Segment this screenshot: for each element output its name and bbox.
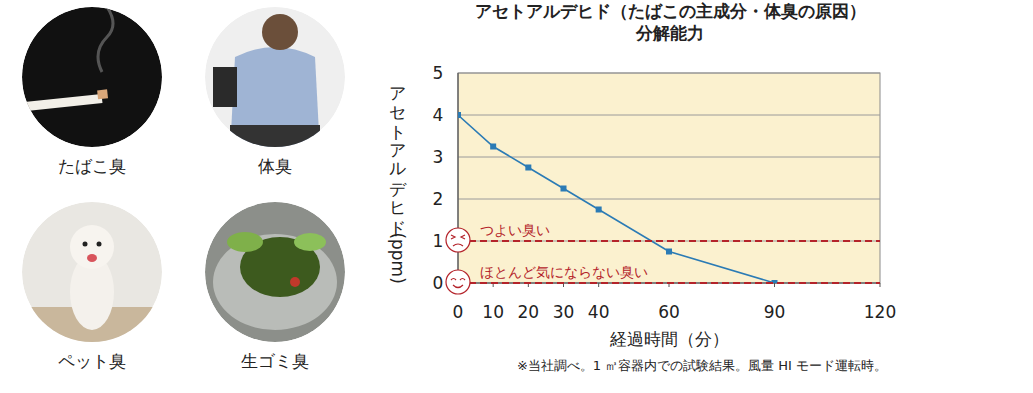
dog-eye (83, 242, 88, 247)
face-icon (446, 228, 470, 252)
annotation-label: つよい臭い (480, 222, 550, 238)
grid-line (458, 73, 880, 74)
cigarette (17, 94, 102, 112)
x-axis (458, 282, 880, 283)
y-tick-label: 1 (433, 231, 444, 251)
sleeve (213, 67, 237, 107)
data-point (666, 249, 672, 255)
title: アセトアルデヒド（たばこの主成分・体臭の原因） (475, 1, 866, 21)
icon (205, 202, 345, 342)
y-tick-label: 5 (433, 63, 444, 83)
x-tick-label: 90 (764, 302, 786, 322)
icon (22, 202, 162, 347)
face-mouth (453, 244, 463, 246)
face-eyes (451, 235, 465, 239)
y-tick-label: 4 (433, 105, 444, 125)
grid-line (458, 115, 880, 116)
icon (17, 7, 162, 147)
x-tick-label: 60 (658, 302, 680, 322)
data-point (458, 112, 461, 118)
icon-label: 体臭 (258, 156, 292, 176)
plot-area (458, 73, 880, 283)
threshold-line (458, 282, 880, 284)
subtitle: 分解能力 (635, 23, 704, 43)
footnote: ※当社調べ。1 ㎥容器内での試験結果。風量 HI モード運転時。 (517, 358, 887, 373)
y-axis-label: アセトアルデヒド (ppm) (388, 75, 408, 284)
data-point (525, 165, 531, 171)
x-tick-label: 20 (518, 302, 540, 322)
icon-label: ペット臭 (58, 351, 126, 371)
icon-bg (205, 202, 345, 342)
cigarette-tip (97, 89, 108, 99)
icon-label: 生ゴミ臭 (241, 351, 309, 371)
icon-label: たばこ臭 (58, 156, 126, 176)
data-point (490, 144, 496, 150)
annotation-label: ほとんど気にならない臭い (480, 264, 648, 280)
dog-head (70, 225, 114, 269)
data-line (458, 115, 775, 283)
x-tick-label: 40 (588, 302, 610, 322)
x-tick-label: 120 (864, 302, 896, 322)
y-tick-label: 2 (433, 189, 444, 209)
threshold-line (458, 240, 880, 242)
grid-line (458, 199, 880, 200)
leaf (227, 232, 263, 252)
icon (205, 7, 345, 155)
icon-bg (22, 7, 162, 147)
face-icon (446, 270, 470, 294)
x-tick-label: 30 (553, 302, 575, 322)
grid-line (458, 283, 880, 284)
data-point (561, 186, 567, 192)
dog-eye (97, 242, 102, 247)
face-eyes (451, 279, 465, 281)
x-axis-label: 経過時間（分） (609, 329, 729, 349)
x-tick-label: 0 (453, 302, 464, 322)
head (262, 14, 298, 50)
grid-line (458, 241, 880, 242)
y-tick-label: 0 (433, 273, 444, 293)
leaf (294, 233, 326, 251)
y-tick-label: 3 (433, 147, 444, 167)
dog-mouth (87, 254, 97, 262)
tomato (290, 277, 300, 287)
data-point (596, 207, 602, 213)
data-group (458, 112, 778, 283)
x-tick-label: 10 (482, 302, 504, 322)
canvas: たばこ臭 体臭ペット臭 生ゴミ臭 アセトアルデヒド（たばこの主成分・体臭の原因）分解能… (0, 0, 1033, 393)
smoke (98, 7, 113, 72)
face-mouth (453, 285, 463, 288)
grid-line (458, 157, 880, 158)
trousers (230, 125, 320, 155)
